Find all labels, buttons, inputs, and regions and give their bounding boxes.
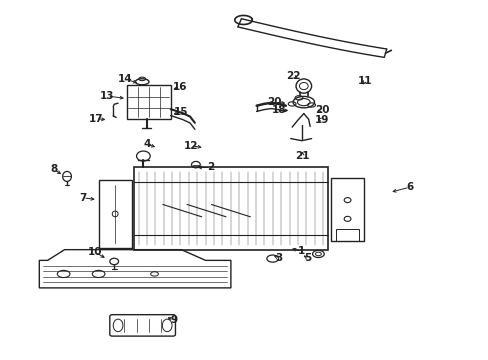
Text: 14: 14 [118,74,132,84]
Bar [126,85,170,119]
Text: 6: 6 [406,182,412,192]
Text: 3: 3 [274,253,282,263]
Text: 19: 19 [314,115,329,125]
Text: 2: 2 [206,162,214,172]
Text: 4: 4 [143,139,151,149]
Text: 10: 10 [88,247,102,257]
Text: 18: 18 [272,105,286,115]
Text: 17: 17 [89,113,103,123]
Text: 11: 11 [357,76,371,86]
Text: 7: 7 [79,193,86,203]
Text: 12: 12 [183,141,198,151]
Bar [330,178,364,241]
Text: 20: 20 [314,105,329,115]
Text: 13: 13 [100,91,114,101]
Bar [99,180,131,248]
Text: 8: 8 [50,164,58,174]
Text: 15: 15 [174,107,188,117]
Text: 20: 20 [267,97,281,107]
Text: 9: 9 [170,315,177,325]
Bar [133,167,327,249]
Bar [335,229,358,241]
Text: 16: 16 [173,82,187,92]
Text: 22: 22 [285,71,300,81]
Text: 21: 21 [295,152,309,161]
Text: 1: 1 [298,247,305,256]
Text: 5: 5 [304,253,311,263]
